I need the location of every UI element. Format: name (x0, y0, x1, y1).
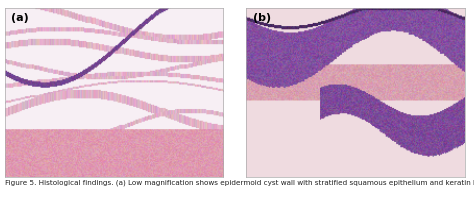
Text: (b): (b) (253, 13, 271, 23)
Text: Figure 5. Histological findings. (a) Low magnification shows epidermoid cyst wal: Figure 5. Histological findings. (a) Low… (5, 180, 474, 186)
Text: (a): (a) (11, 13, 29, 23)
